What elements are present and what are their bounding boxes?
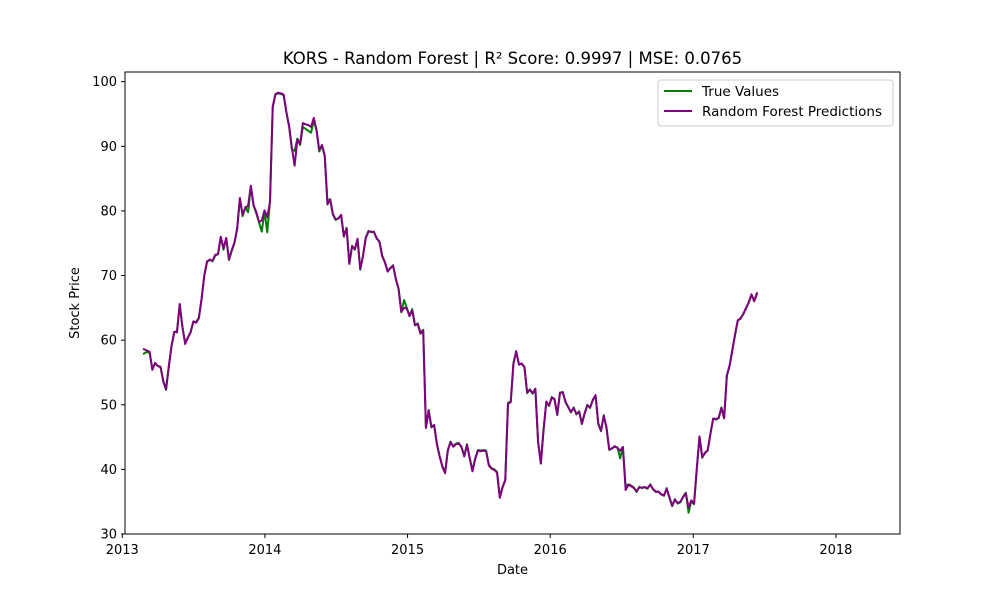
y-tick-label: 40	[100, 463, 117, 478]
legend: True Values Random Forest Predictions	[657, 79, 894, 127]
x-tick-label: 2018	[819, 543, 852, 558]
plot-background	[125, 72, 900, 534]
plot-frame	[124, 71, 901, 535]
x-tick-label: 2016	[534, 543, 567, 558]
chart-title: KORS - Random Forest | R² Score: 0.9997 …	[283, 49, 742, 68]
y-tick-label: 30	[100, 528, 117, 543]
series-line-predictions	[142, 91, 758, 509]
y-axis-label: Stock Price	[68, 267, 83, 339]
y-tick-label: 60	[100, 334, 117, 349]
y-tick-label: 70	[100, 269, 117, 284]
y-axis: 30 40 50 60 70 80 90 100	[92, 75, 125, 543]
x-tick-label: 2014	[248, 543, 281, 558]
x-tick-label: 2015	[391, 543, 424, 558]
x-axis: 2013 2014 2015 2016 2017 2018	[106, 534, 852, 558]
plot-area	[124, 71, 901, 535]
y-tick-label: 100	[92, 75, 117, 90]
y-tick-label: 90	[100, 140, 117, 155]
y-tick-label: 50	[100, 398, 117, 413]
x-tick-label: 2013	[106, 543, 139, 558]
x-tick-label: 2017	[677, 543, 710, 558]
x-axis-label: Date	[497, 563, 528, 578]
y-tick-label: 80	[100, 204, 117, 219]
legend-box	[657, 79, 894, 127]
series-lines	[142, 91, 758, 514]
legend-label-true-values: True Values	[701, 84, 779, 100]
legend-label-predictions: Random Forest Predictions	[702, 104, 882, 120]
